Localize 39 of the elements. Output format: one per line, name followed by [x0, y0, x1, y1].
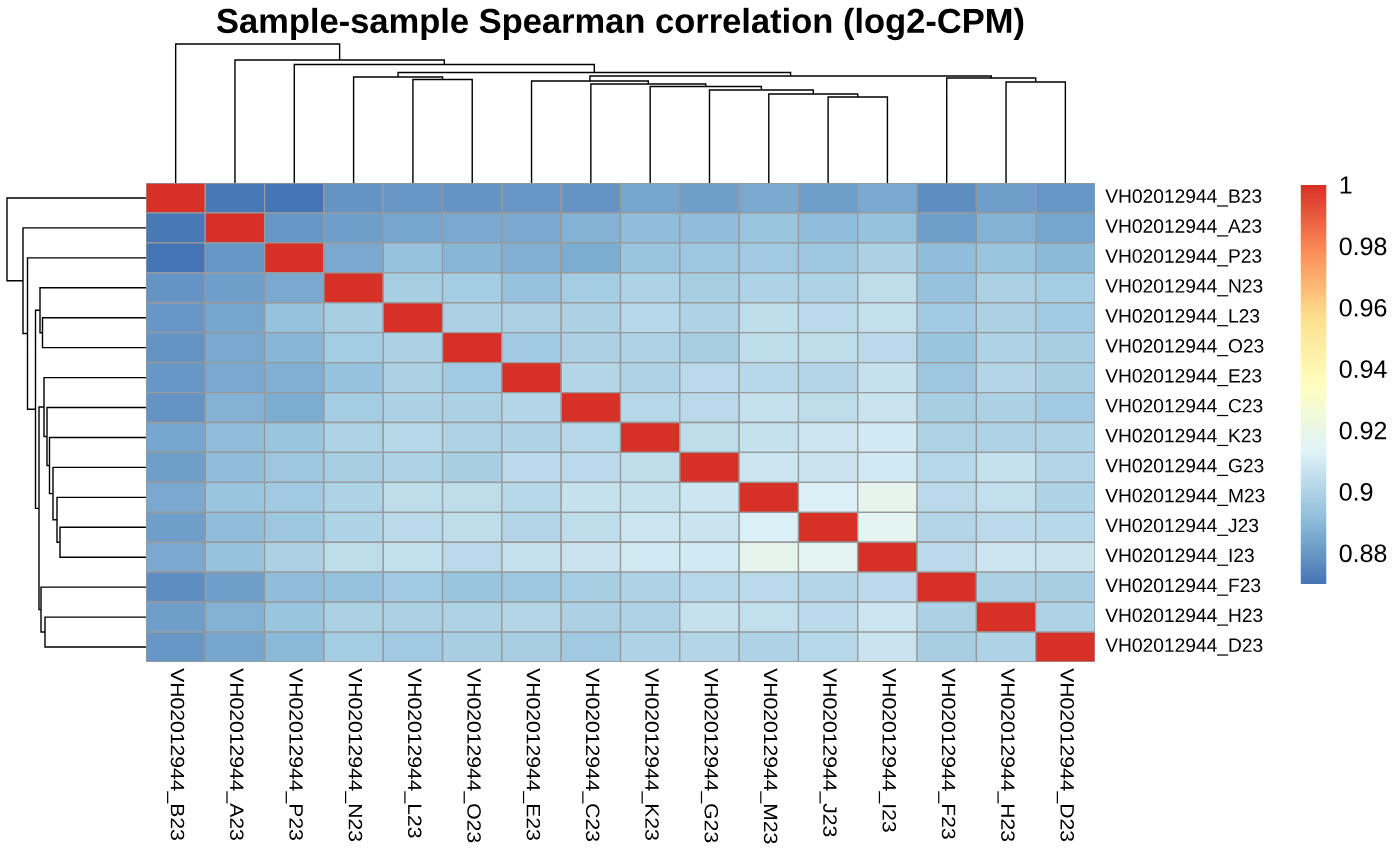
y-tick-label: VH02012944_D23 [1105, 638, 1263, 656]
x-tick-label: VH02012944_P23 [285, 668, 303, 840]
y-tick-label: VH02012944_H23 [1105, 608, 1263, 626]
color-bar-label: 0.9 [1339, 483, 1373, 501]
y-tick-label: VH02012944_F23 [1105, 578, 1261, 596]
y-tick-label: VH02012944_P23 [1105, 249, 1262, 267]
y-tick-label: VH02012944_K23 [1105, 428, 1262, 447]
y-tick-label: VH02012944_C23 [1105, 398, 1263, 417]
x-tick-label: VH02012944_E23 [522, 668, 541, 840]
x-tick-label: VH02012944_K23 [641, 668, 659, 840]
y-tick-label: VH02012944_J23 [1105, 518, 1259, 536]
x-tick-label: VH02012944_M23 [760, 668, 778, 844]
y-tick-label: VH02012944_O23 [1105, 339, 1264, 357]
x-tick-label: VH02012944_A23 [226, 668, 244, 840]
color-bar-label: 0.98 [1339, 237, 1387, 256]
x-tick-label: VH02012944_O23 [463, 668, 481, 843]
x-tick-label: VH02012944_H23 [997, 668, 1015, 842]
chart-title: Sample-sample Spearman correlation (log2-CPM) [216, 7, 1024, 41]
color-bar-label: 0.94 [1339, 360, 1387, 378]
x-tick-label: VH02012944_L23 [404, 668, 422, 838]
x-tick-label: VH02012944_C23 [582, 668, 600, 842]
y-tick-label: VH02012944_I23 [1105, 548, 1254, 566]
color-bar-label: 0.88 [1339, 544, 1387, 563]
y-tick-label: VH02012944_M23 [1105, 488, 1265, 506]
x-tick-label: VH02012944_B23 [167, 668, 185, 840]
x-tick-label: VH02012944_I23 [878, 668, 897, 832]
y-tick-label: VH02012944_E23 [1105, 368, 1262, 387]
color-bar-label: 1 [1340, 176, 1352, 194]
x-tick-label: VH02012944_N23 [345, 668, 363, 842]
x-tick-label: VH02012944_G23 [700, 668, 719, 843]
y-tick-label: VH02012944_N23 [1105, 279, 1263, 297]
color-bar-label: 0.96 [1339, 298, 1387, 317]
y-tick-label: VH02012944_L23 [1105, 309, 1260, 327]
x-tick-label: VH02012944_F23 [938, 668, 956, 839]
color-bar-label: 0.92 [1339, 421, 1387, 440]
y-tick-label: VH02012944_G23 [1105, 458, 1264, 477]
x-tick-label: VH02012944_J23 [819, 668, 837, 837]
y-tick-label: VH02012944_A23 [1105, 219, 1262, 237]
y-tick-label: VH02012944_B23 [1105, 189, 1262, 207]
